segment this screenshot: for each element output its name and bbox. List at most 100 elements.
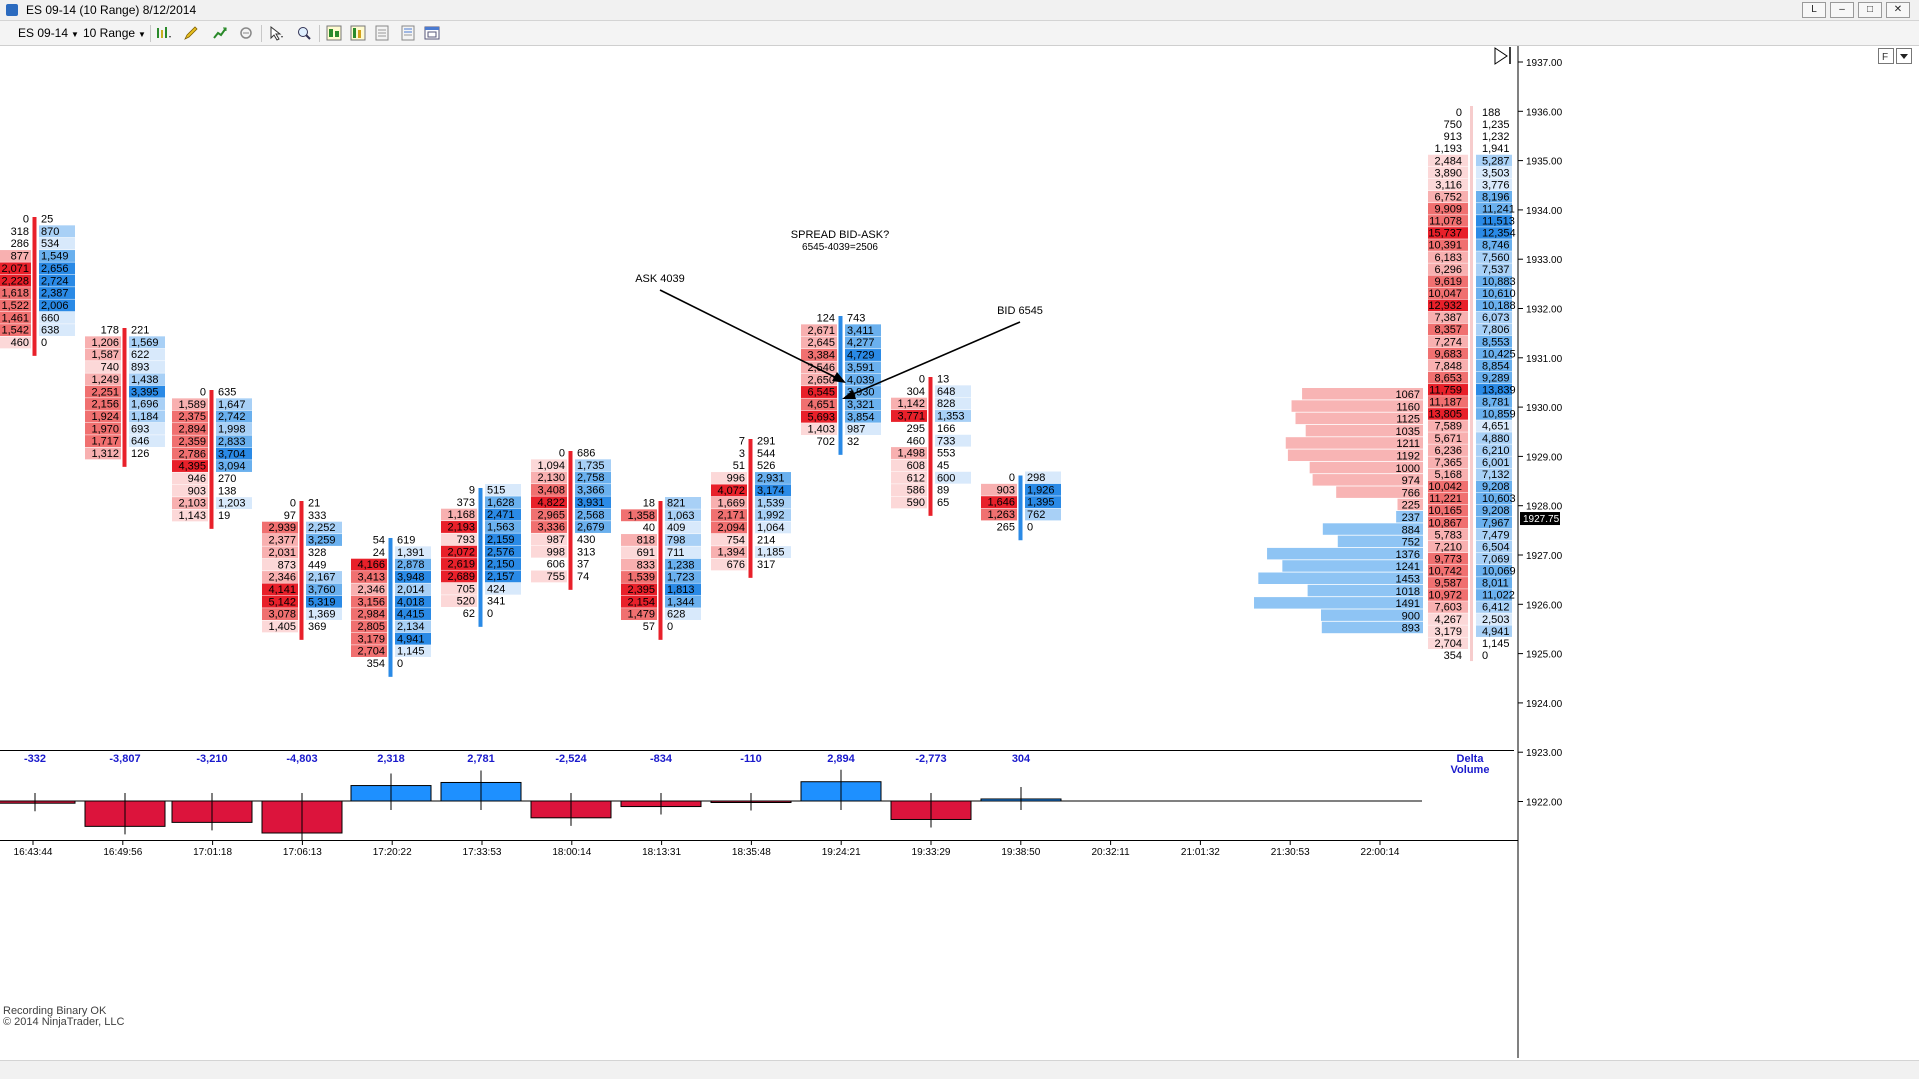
profile-ask-cell	[1476, 408, 1512, 420]
bid-volume: 24	[373, 547, 385, 559]
bid-volume: 7	[739, 436, 745, 448]
ask-cell	[39, 262, 75, 275]
ask-volume: 2,150	[487, 559, 515, 571]
footprint-bar: 03182868772,0712,2281,6181,5221,4611,542…	[0, 214, 75, 356]
instrument-selector[interactable]: ES 09-14 ▼	[18, 26, 79, 40]
ask-volume: 1,628	[487, 497, 515, 509]
bid-cell	[0, 262, 31, 275]
ask-cell	[665, 497, 701, 509]
bid-cell	[711, 496, 747, 509]
bid-volume: 2,704	[357, 646, 385, 658]
price-tick-label: 1937.00	[1526, 58, 1563, 69]
bid-volume: 1,263	[987, 509, 1015, 521]
maximize-button[interactable]: □	[1858, 2, 1882, 18]
bid-volume: 4,072	[717, 485, 745, 497]
bid-cell	[711, 484, 747, 497]
profile-ask-cell	[1476, 565, 1512, 577]
time-tick-label: 17:01:18	[193, 847, 232, 858]
bid-cell	[801, 373, 837, 386]
profile-bid-volume: 9,619	[1434, 276, 1462, 288]
profile-bid-volume: 7,274	[1434, 336, 1462, 348]
profile-ask-volume: 10,883	[1482, 276, 1516, 288]
footprint-bar: 1781,2061,5877401,2492,2512,1561,9241,97…	[85, 325, 165, 467]
chart-trader-icon[interactable]	[350, 25, 366, 41]
profile-ask-volume: 5,287	[1482, 155, 1510, 167]
profile-bid-cell	[1428, 227, 1468, 239]
ask-volume: 600	[937, 472, 955, 484]
profile-ask-volume: 1,232	[1482, 131, 1510, 143]
pointer-icon[interactable]	[268, 25, 284, 41]
profile-bid-cell	[1428, 408, 1468, 420]
window-layout-icon[interactable]	[424, 25, 440, 41]
zoom-icon[interactable]	[296, 25, 312, 41]
bid-volume: 1,970	[91, 423, 119, 435]
bid-cell	[711, 509, 747, 521]
properties-icon[interactable]	[374, 25, 390, 41]
profile-ask-cell	[1476, 625, 1512, 637]
ask-volume: 13	[937, 374, 949, 386]
bid-volume: 18	[643, 498, 655, 510]
pencil-icon[interactable]	[183, 25, 199, 41]
snapshot-icon[interactable]	[400, 25, 416, 41]
close-button[interactable]: ✕	[1886, 2, 1910, 18]
scroll-to-end-icon[interactable]	[1494, 47, 1508, 65]
scroll-to-end-icon[interactable]	[1494, 47, 1511, 65]
ask-cell	[665, 583, 701, 596]
profile-ask-cell	[1476, 552, 1512, 565]
bar-type-icon[interactable]	[155, 25, 171, 41]
bid-cell	[85, 385, 121, 398]
bid-volume: 2,359	[178, 436, 206, 448]
profile-bid-cell	[1428, 613, 1468, 625]
chart-area[interactable]: 07509131,1932,4843,8903,1166,7529,90911,…	[0, 46, 1919, 1060]
ask-volume: 19	[218, 510, 230, 522]
interval-selector[interactable]: 10 Range ▼	[83, 26, 146, 40]
chart-options-icon[interactable]: F	[1878, 48, 1914, 66]
volume-profile: 07509131,1932,4843,8903,1166,7529,90911,…	[1254, 106, 1516, 662]
data-box-icon[interactable]	[326, 25, 342, 41]
profile-ask-volume: 8,854	[1482, 360, 1510, 372]
volume-profile-sell-bar	[1287, 449, 1423, 461]
profile-bid-cell	[1428, 565, 1468, 577]
time-tick-label: 18:13:31	[642, 847, 681, 858]
profile-bid-volume: 10,867	[1428, 517, 1462, 529]
profile-bid-cell	[1428, 577, 1468, 589]
strategy-icon[interactable]	[238, 25, 254, 41]
ask-volume: 291	[757, 436, 775, 448]
ask-volume: 4,277	[847, 337, 875, 349]
bid-volume: 0	[919, 374, 925, 386]
ask-cell	[845, 410, 881, 423]
ask-arrow	[659, 289, 844, 382]
indicator-icon[interactable]	[212, 25, 228, 41]
bid-volume: 2,072	[447, 546, 475, 558]
bid-cell	[621, 546, 657, 559]
ask-cell	[485, 533, 521, 546]
ask-volume: 2,014	[397, 584, 425, 596]
ask-volume: 646	[131, 436, 149, 448]
bid-cell	[85, 398, 121, 410]
ask-volume: 1,735	[577, 460, 605, 472]
ask-cell	[395, 595, 431, 608]
profile-bid-volume: 913	[1444, 131, 1462, 143]
ask-cell	[755, 509, 791, 521]
candle-body	[1018, 475, 1023, 541]
bid-volume: 1,669	[717, 497, 745, 509]
ask-volume: 1,184	[131, 411, 159, 423]
bid-volume: 1,461	[1, 312, 29, 324]
recording-status: Recording Binary OK	[3, 1005, 107, 1017]
bid-volume: 2,346	[268, 572, 296, 584]
minimize-button[interactable]: –	[1830, 2, 1854, 18]
ask-volume: 693	[131, 423, 149, 435]
profile-bid-volume: 7,365	[1434, 457, 1462, 469]
ask-cell	[935, 410, 971, 422]
profile-bid-volume: 10,042	[1428, 481, 1462, 493]
candle-body	[838, 316, 843, 455]
bid-cell	[621, 608, 657, 620]
bid-volume: 1,618	[1, 288, 29, 300]
bid-volume: 4,395	[178, 461, 206, 473]
link-button[interactable]: L	[1802, 2, 1826, 18]
profile-bid-volume: 13,805	[1428, 409, 1462, 421]
price-tick-label: 1936.00	[1526, 107, 1563, 118]
bid-volume: 873	[278, 559, 296, 571]
profile-bid-volume: 3,890	[1434, 167, 1462, 179]
ask-volume: 1,569	[131, 337, 159, 349]
